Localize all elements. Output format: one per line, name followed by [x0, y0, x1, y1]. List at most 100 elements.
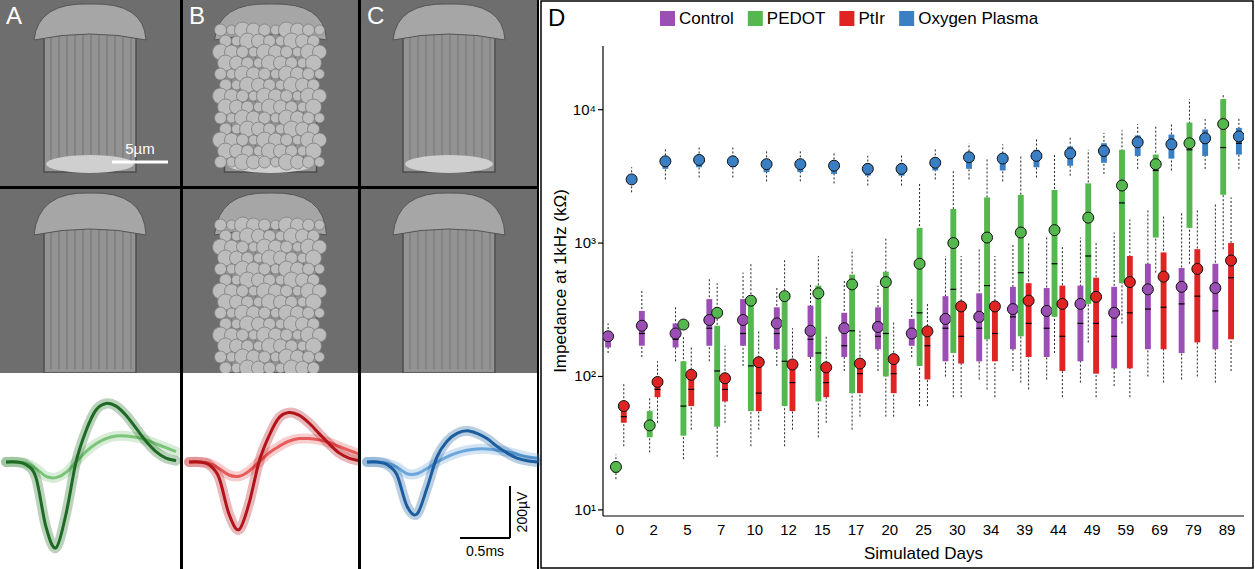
- median: [1179, 303, 1185, 304]
- electrode-shaft: [403, 24, 495, 172]
- median: [1077, 323, 1083, 324]
- box: [748, 296, 754, 411]
- median: [1093, 323, 1099, 324]
- box: [841, 313, 847, 357]
- electrode-groove: [122, 28, 123, 168]
- waveform: [189, 413, 359, 530]
- x-tick-label: 2: [649, 521, 657, 538]
- mean-dot: [1116, 180, 1127, 191]
- panel-letter: A: [6, 2, 22, 29]
- mean-dot: [922, 326, 933, 337]
- sem-image: [0, 189, 180, 373]
- mean-dot: [787, 359, 798, 370]
- mean-dot: [888, 354, 899, 365]
- panel-letter: C: [367, 2, 384, 29]
- electrode-shaft: [403, 219, 495, 373]
- y-tick: [598, 109, 603, 110]
- insulation: [393, 193, 505, 235]
- series-0: [603, 203, 1221, 386]
- electrode-groove: [130, 223, 131, 369]
- insulation: [34, 193, 146, 235]
- mean-dot: [712, 307, 723, 318]
- electrode-groove: [74, 28, 75, 168]
- median: [680, 405, 686, 406]
- median: [740, 333, 746, 334]
- electrode-groove: [425, 223, 426, 369]
- legend-label: Control: [679, 9, 734, 28]
- x-tick-label: 34: [983, 521, 1000, 538]
- sem-image: [361, 189, 537, 373]
- electrode-groove: [473, 223, 474, 369]
- median: [1212, 310, 1218, 311]
- mean-dot: [1210, 283, 1221, 294]
- box: [950, 209, 956, 353]
- x-tick-label: 59: [1118, 521, 1135, 538]
- mean-dot: [720, 373, 731, 384]
- x-tick-label: 89: [1219, 521, 1236, 538]
- mean-dot: [745, 295, 756, 306]
- mean-dot: [1049, 225, 1060, 236]
- legend-label: PtIr: [858, 9, 885, 28]
- median: [1111, 336, 1117, 337]
- pedot-nodule: [215, 263, 227, 275]
- mean-dot: [727, 156, 738, 167]
- median: [943, 328, 949, 329]
- waveforms: [367, 431, 537, 515]
- electrode-groove: [106, 223, 107, 369]
- mean-dot: [1142, 284, 1153, 295]
- scale-bar: [112, 161, 168, 164]
- box: [1052, 190, 1058, 317]
- panel-separator: [358, 0, 361, 569]
- mean-dot: [610, 461, 621, 472]
- electrode-groove: [433, 223, 434, 369]
- pedot-nodule: [315, 157, 325, 167]
- mean-dot: [813, 288, 824, 299]
- pedot-nodule: [215, 68, 227, 80]
- mean-dot: [829, 160, 840, 171]
- mean-dot: [964, 152, 975, 163]
- y-tick-label: 10⁴: [573, 101, 596, 118]
- x-tick-label: 39: [1016, 521, 1033, 538]
- median: [924, 345, 930, 346]
- electrode-groove: [106, 28, 107, 168]
- median: [976, 328, 982, 329]
- mean-dot: [914, 258, 925, 269]
- mean-dot: [694, 154, 705, 165]
- y-tick: [598, 242, 603, 243]
- electrode-groove: [66, 28, 67, 168]
- median: [655, 389, 661, 390]
- mean-dot: [1218, 119, 1229, 130]
- mean-dot: [618, 401, 629, 412]
- electrode-groove: [98, 28, 99, 168]
- x-tick-label: 49: [1084, 521, 1101, 538]
- electrode-groove: [465, 223, 466, 369]
- x-tick-label: 15: [814, 521, 831, 538]
- median: [790, 382, 796, 383]
- pedot-nodule: [315, 308, 325, 318]
- mean-dot: [1109, 307, 1120, 318]
- electrode-groove: [82, 28, 83, 168]
- mean-dot: [1075, 298, 1086, 309]
- median: [875, 336, 881, 337]
- median: [1059, 336, 1065, 337]
- pedot-nodule: [315, 69, 325, 79]
- y-axis-title: Impedance at 1kHz (kΩ): [551, 189, 570, 373]
- electrode-groove: [114, 223, 115, 369]
- chart-panel: D10¹10²10³10⁴025710121517202530343944495…: [541, 1, 1253, 568]
- box: [1119, 150, 1125, 283]
- waveform-background: [361, 373, 537, 569]
- insulation: [215, 4, 327, 40]
- box: [1010, 287, 1016, 349]
- insulation: [34, 4, 146, 40]
- median: [1228, 277, 1234, 278]
- electrode-groove: [90, 223, 91, 369]
- box: [714, 326, 720, 427]
- x-tick-label: 5: [683, 521, 691, 538]
- box: [1220, 99, 1226, 195]
- mean-dot: [847, 279, 858, 290]
- box: [943, 296, 949, 361]
- median: [808, 339, 814, 340]
- pedot-nodule: [215, 351, 227, 363]
- box: [992, 304, 998, 361]
- box: [1111, 287, 1117, 369]
